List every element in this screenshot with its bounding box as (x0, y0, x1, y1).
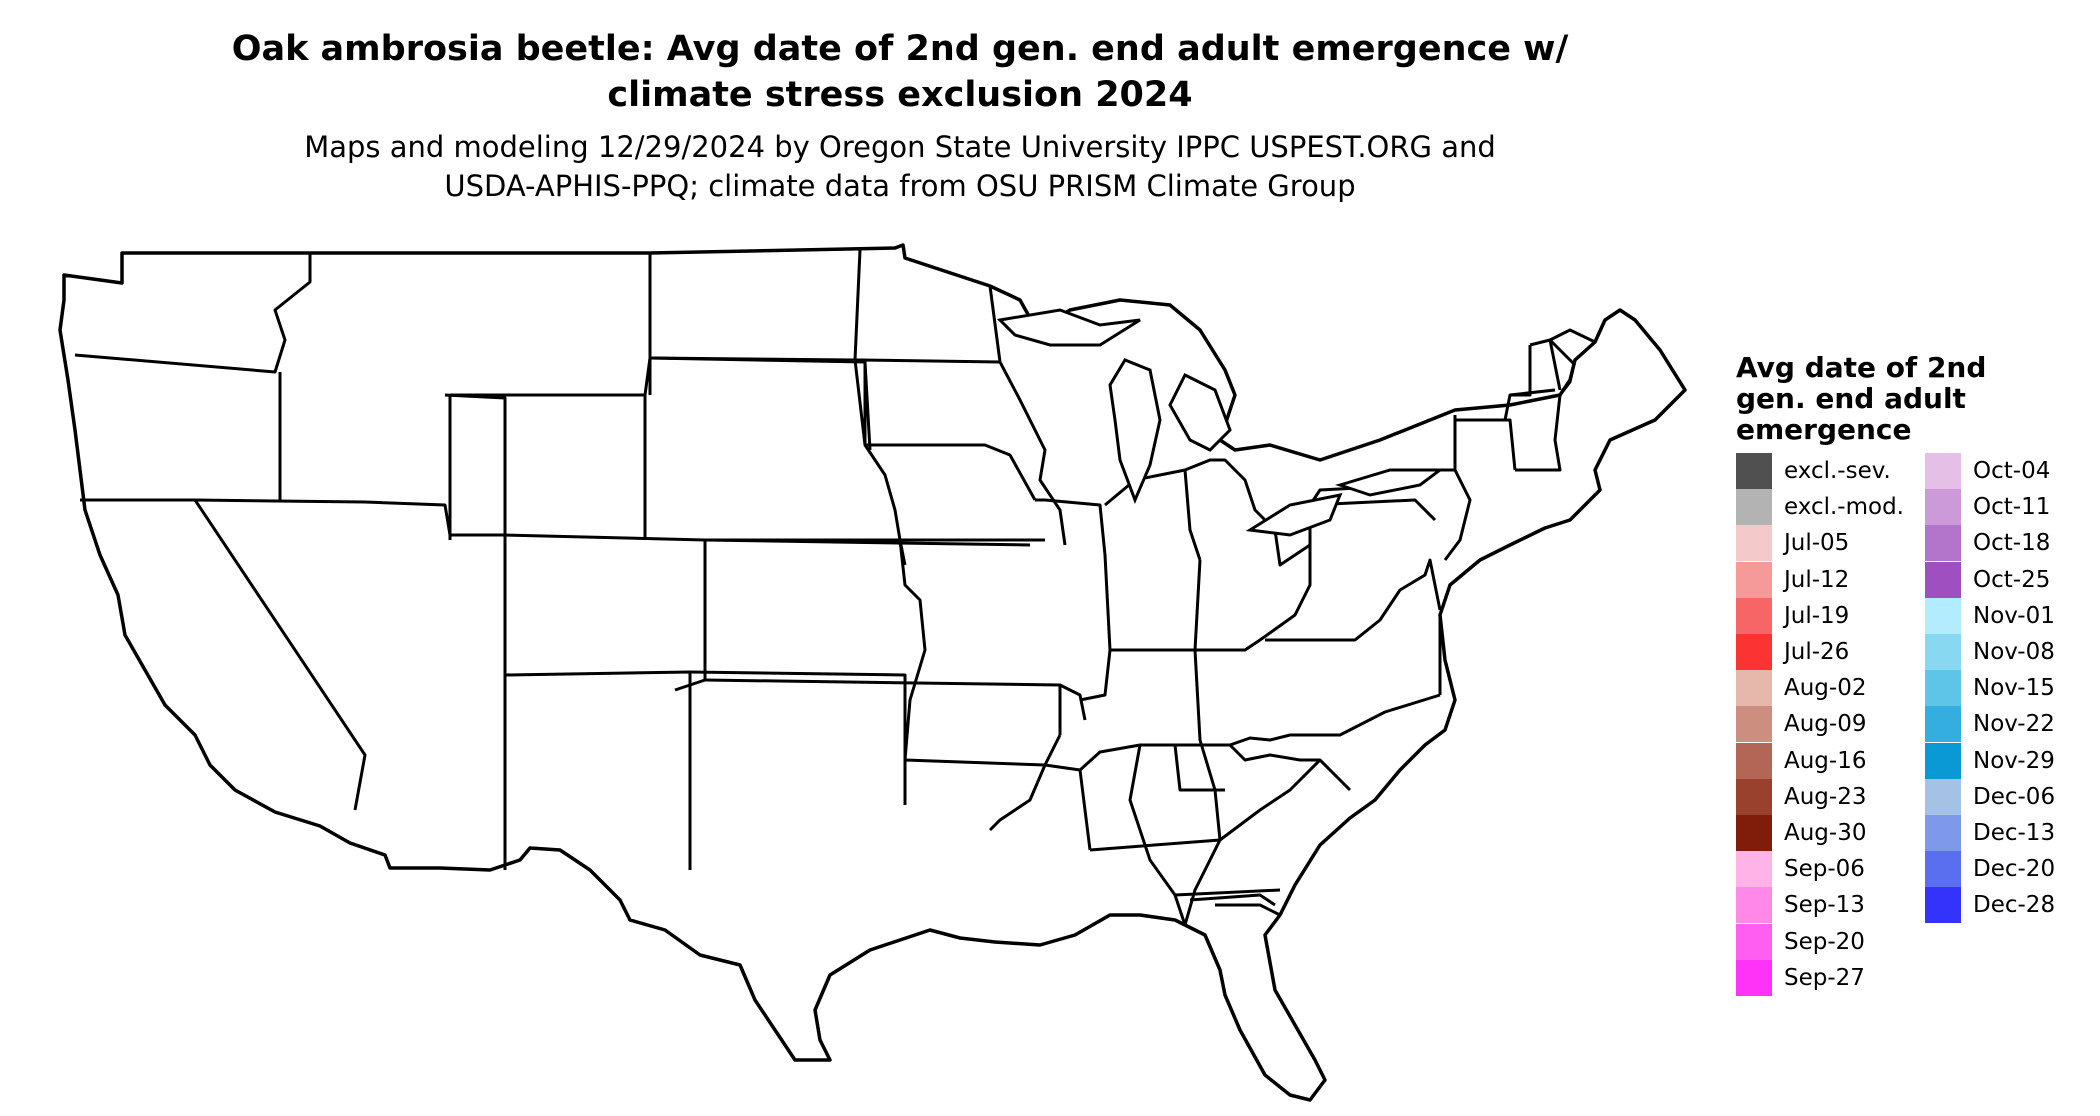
legend-label: Oct-04 (1973, 458, 2051, 484)
legend-swatch (1736, 778, 1772, 815)
legend-swatch (1925, 561, 1961, 598)
legend-label: Oct-25 (1973, 566, 2051, 593)
legend-label: Nov-15 (1973, 675, 2055, 702)
legend-label: Dec-06 (1973, 783, 2056, 810)
legend-label: Oct-18 (1973, 530, 2051, 557)
legend-label: Nov-08 (1973, 639, 2055, 665)
legend-swatch (1925, 851, 1961, 888)
legend-label: Aug-23 (1784, 783, 1867, 810)
legend-swatch (1736, 597, 1772, 634)
legend-swatch (1736, 923, 1772, 960)
legend-label: Jul-26 (1784, 639, 1850, 665)
legend-label: Sep-13 (1784, 892, 1865, 919)
legend-label: Aug-30 (1784, 820, 1867, 846)
legend-swatch (1736, 959, 1772, 996)
legend-label: Aug-09 (1784, 711, 1867, 738)
legend-label: Nov-01 (1973, 602, 2055, 629)
lakes (996, 308, 1445, 537)
legend-swatch (1736, 851, 1772, 888)
legend-swatch (1925, 525, 1961, 562)
legend-swatch (1736, 561, 1772, 598)
legend-label: Sep-27 (1784, 964, 1865, 991)
us-outline (58, 243, 1687, 1102)
legend-swatch (1736, 742, 1772, 779)
legend-label: Oct-11 (1973, 494, 2051, 521)
legend-label: excl.-sev. (1784, 458, 1891, 484)
legend-label: Sep-20 (1784, 928, 1865, 955)
legend-title: Avg date of 2nd gen. end adult emergence (1736, 352, 1986, 445)
legend-label: Jul-19 (1784, 602, 1850, 629)
map-title: Oak ambrosia beetle: Avg date of 2nd gen… (60, 26, 1740, 118)
legend-swatch (1736, 706, 1772, 743)
legend-title-line-3: emergence (1736, 413, 1912, 446)
legend-swatch (1925, 815, 1961, 851)
legend-label: Aug-02 (1784, 675, 1867, 702)
map-subtitle-line-1: Maps and modeling 12/29/2024 by Oregon S… (304, 130, 1496, 164)
legend-label: Nov-29 (1973, 747, 2055, 774)
map-title-line-2: climate stress exclusion 2024 (607, 75, 1193, 115)
legend-swatch (1736, 489, 1772, 526)
legend-swatch (1736, 634, 1772, 670)
legend-swatch (1925, 670, 1961, 707)
legend-swatch (1736, 670, 1772, 707)
legend-label: Nov-22 (1973, 711, 2055, 738)
legend-swatch (1925, 489, 1961, 526)
legend-swatch (1925, 742, 1961, 779)
legend-swatch (1925, 453, 1961, 489)
legend-label: Jul-12 (1784, 566, 1850, 593)
legend-swatch (1925, 887, 1961, 924)
legend-swatch (1736, 525, 1772, 562)
map-subtitle: Maps and modeling 12/29/2024 by Oregon S… (60, 128, 1740, 206)
legend-title-line-1: Avg date of 2nd (1736, 351, 1987, 384)
legend-label: Aug-16 (1784, 747, 1867, 774)
legend-label: Dec-13 (1973, 820, 2056, 846)
map-subtitle-line-2: USDA-APHIS-PPQ; climate data from OSU PR… (444, 169, 1356, 203)
legend-swatch (1736, 815, 1772, 851)
map-title-line-1: Oak ambrosia beetle: Avg date of 2nd gen… (231, 29, 1569, 69)
legend-swatch (1925, 634, 1961, 670)
legend-label: excl.-mod. (1784, 494, 1904, 521)
legend-swatch (1736, 453, 1772, 489)
legend-label: Dec-20 (1973, 856, 2056, 883)
legend-swatch (1925, 597, 1961, 634)
state-borders (74, 249, 1596, 926)
legend-label: Sep-06 (1784, 856, 1865, 883)
legend-swatch (1736, 887, 1772, 924)
legend-label: Dec-28 (1973, 892, 2056, 919)
legend-title-line-2: gen. end adult (1736, 382, 1966, 415)
legend-label: Jul-05 (1784, 530, 1850, 557)
legend-swatch (1925, 778, 1961, 815)
legend-swatch (1925, 706, 1961, 743)
